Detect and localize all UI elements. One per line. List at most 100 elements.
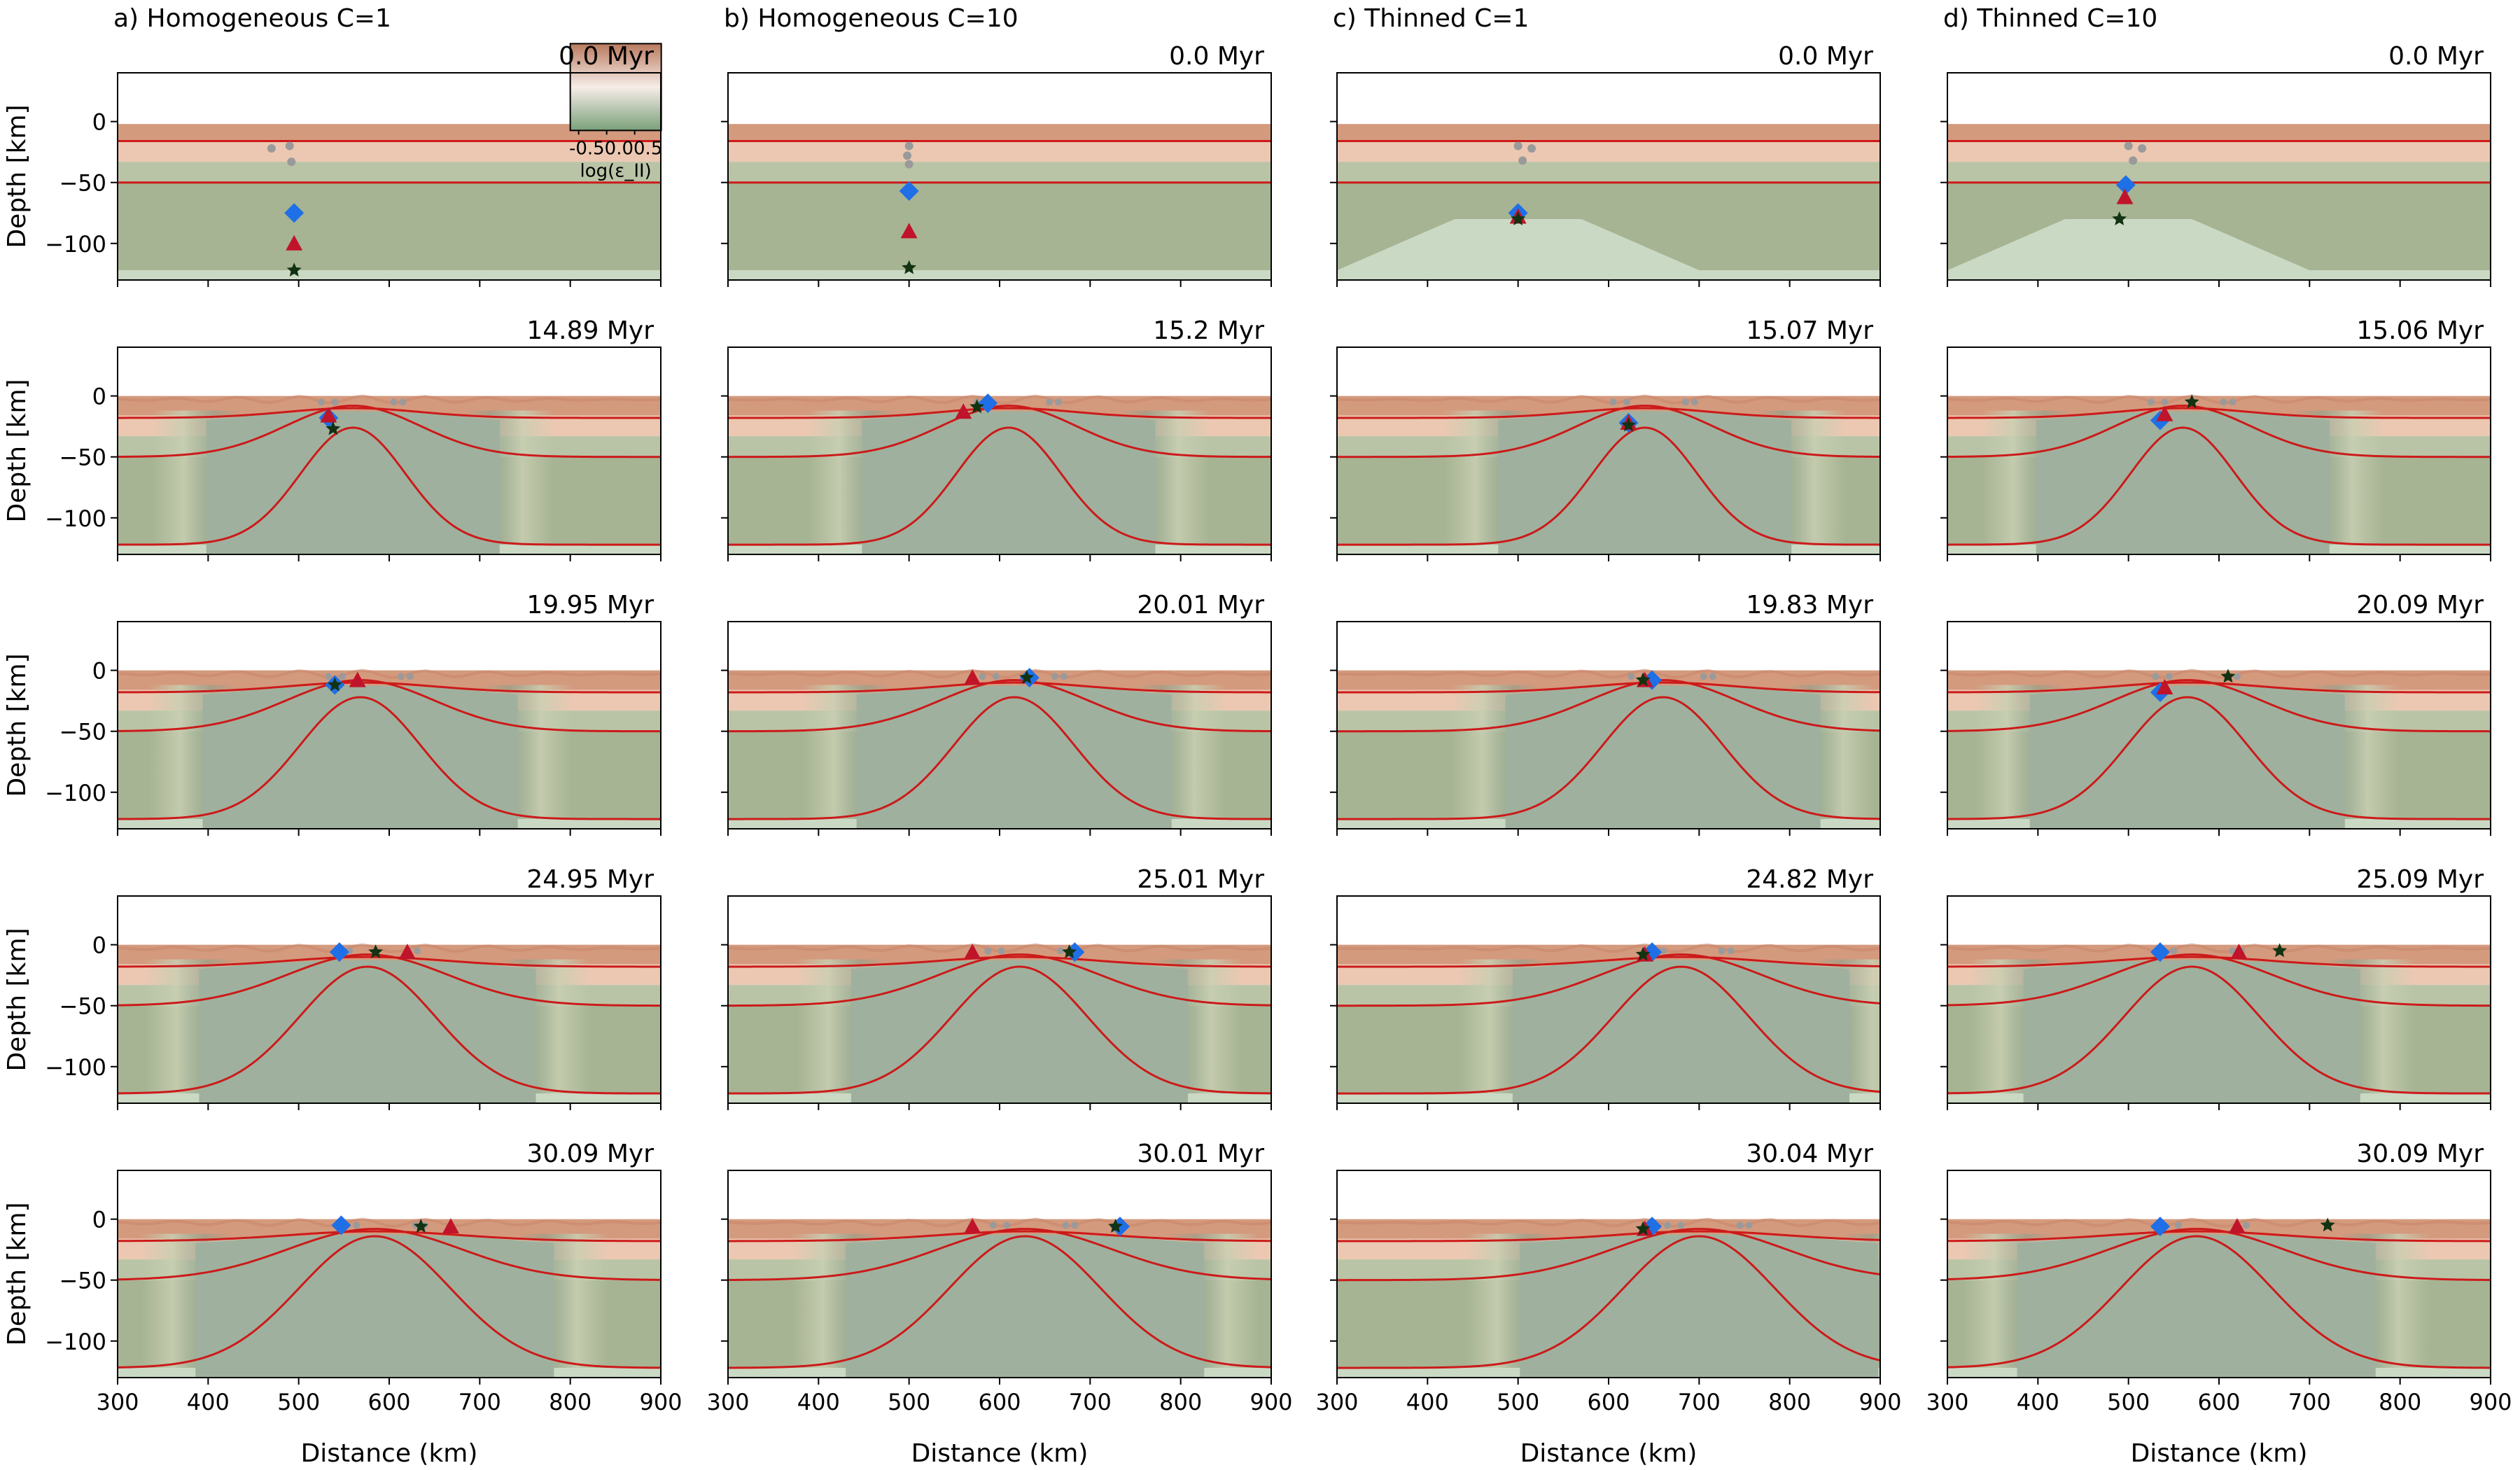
triangle-marker <box>955 403 972 419</box>
gray-marker <box>1055 398 1063 406</box>
triangle-marker <box>2116 188 2134 204</box>
isotherm-line <box>118 426 661 546</box>
gray-marker <box>397 673 405 680</box>
y-tick-label: −50 <box>59 1268 106 1294</box>
gray-marker <box>984 947 992 955</box>
y-tick-label: −100 <box>45 231 106 258</box>
star-marker <box>2112 211 2127 225</box>
isotherm-line <box>1337 679 1880 733</box>
star-marker <box>326 421 341 435</box>
lower-crust-layer <box>728 141 1271 162</box>
y-tick-label: −50 <box>59 719 106 746</box>
panel-content <box>1947 73 2491 280</box>
panel-time-label: 0.0 Myr <box>559 42 654 71</box>
gray-marker <box>1677 1222 1685 1229</box>
gray-marker <box>2242 1222 2250 1229</box>
isotherm-line <box>118 696 661 820</box>
isotherm-line <box>728 1235 1271 1369</box>
x-tick-label: 300 <box>1926 1389 1968 1415</box>
panel-content <box>1947 1170 2491 1378</box>
star-marker <box>1635 672 1651 687</box>
asthenosphere-upwelling <box>202 685 518 829</box>
mantle-layer <box>728 182 1271 271</box>
isotherm-line <box>1337 696 1880 820</box>
x-tick-label: 800 <box>1159 1389 1202 1415</box>
panel-time-label: 25.01 Myr <box>1137 865 1264 894</box>
gray-marker <box>325 673 332 680</box>
panel: 20.01 Myr <box>721 591 1272 836</box>
isotherm-line <box>118 953 661 1007</box>
gray-marker <box>989 1222 997 1229</box>
gray-marker <box>285 141 294 150</box>
gray-marker <box>1628 673 1635 680</box>
y-tick-label: −100 <box>45 505 106 532</box>
surface-relief <box>118 1217 661 1228</box>
mantle-top-layer <box>1337 162 1880 183</box>
isotherm-line <box>1947 426 2491 546</box>
diamond-marker <box>284 203 304 223</box>
x-tick-label: 500 <box>277 1389 320 1415</box>
asthenosphere-upwelling <box>1512 960 1850 1103</box>
x-tick-label: 900 <box>1858 1389 1901 1415</box>
asthenosphere-upwelling <box>2017 1234 2376 1378</box>
panel-content <box>1947 622 2491 829</box>
star-marker <box>1511 211 1526 225</box>
x-tick-label: 400 <box>2017 1389 2059 1415</box>
panel-content <box>1947 347 2491 554</box>
triangle-marker <box>2156 405 2174 421</box>
gray-marker <box>1051 673 1058 680</box>
gray-marker <box>1518 156 1527 165</box>
gray-marker <box>399 398 407 406</box>
x-tick-label: 600 <box>1587 1389 1630 1415</box>
panel-time-label: 30.09 Myr <box>2356 1140 2484 1168</box>
isotherm-line <box>1947 965 2491 1095</box>
panel-content <box>1947 896 2491 1103</box>
panel-content <box>728 1170 1271 1378</box>
star-marker <box>2320 1217 2335 1232</box>
panel: 25.09 Myr <box>1940 865 2491 1110</box>
gray-marker <box>1736 1222 1744 1229</box>
gray-marker <box>2233 673 2241 680</box>
star-marker <box>2220 668 2236 683</box>
panel-time-label: 24.82 Myr <box>1746 865 1873 894</box>
y-tick-label: −50 <box>59 170 106 197</box>
mantle-top-layer <box>1947 162 2491 183</box>
isotherm-line <box>728 426 1271 546</box>
y-tick-label: −100 <box>45 1054 106 1081</box>
panel-content <box>1337 347 1880 554</box>
asthenosphere-upwelling <box>862 411 1156 554</box>
x-tick-label: 600 <box>978 1389 1021 1415</box>
x-tick-label: 300 <box>706 1389 749 1415</box>
panel: 24.95 Myr 0 −50 −100 <box>45 865 662 1110</box>
x-tick-label: 400 <box>187 1389 230 1415</box>
isotherm-line <box>1337 953 1880 1007</box>
x-tick-label: 600 <box>368 1389 410 1415</box>
surface-relief <box>728 943 1271 953</box>
panel-time-label: 0.0 Myr <box>1778 42 1873 71</box>
gray-marker <box>1681 398 1689 406</box>
diamond-marker <box>899 181 919 201</box>
asthenosphere-upwelling <box>1498 411 1792 554</box>
x-axis-label: Distance (km) <box>1520 1439 1698 1468</box>
panel-time-label: 15.07 Myr <box>1746 316 1873 345</box>
panel-time-label: 0.0 Myr <box>2388 42 2484 71</box>
isotherm-line <box>728 696 1271 820</box>
y-tick-label: −100 <box>45 1329 106 1355</box>
asthenosphere-upwelling <box>856 685 1172 829</box>
panel-content <box>118 896 661 1103</box>
asthenosphere-upwelling <box>195 1234 554 1378</box>
panel-content <box>118 622 661 829</box>
y-tick-label: 0 <box>92 932 106 959</box>
diamond-marker <box>2115 175 2136 195</box>
isotherm-line <box>118 1228 661 1281</box>
isotherm-line <box>1337 1228 1880 1282</box>
triangle-marker <box>900 223 918 239</box>
panel-time-label: 19.83 Myr <box>1746 591 1873 620</box>
panel-content <box>1337 1170 1880 1378</box>
star-marker <box>368 944 384 958</box>
isotherm-line <box>728 965 1271 1095</box>
upper-crust-layer <box>1337 124 1880 141</box>
star-marker <box>1635 1221 1651 1236</box>
isotherm-line <box>1947 681 2491 694</box>
